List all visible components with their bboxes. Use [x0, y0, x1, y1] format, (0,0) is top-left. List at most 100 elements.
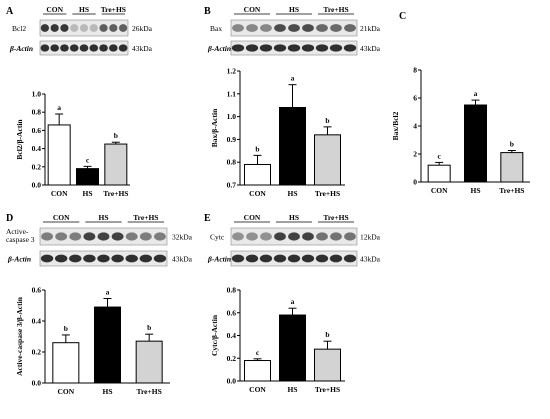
panel-letter: C — [399, 11, 406, 22]
blot-band — [154, 232, 166, 241]
blot-band — [99, 24, 108, 32]
y-tick-label: 0.4 — [227, 331, 237, 340]
blot-panel-b: CON HS Tre+HS Bax β-Actin 21kDa 43kDa — [207, 5, 381, 56]
blot-actin-label: β-Actin — [207, 44, 231, 53]
blot-group-label: Tre+HS — [323, 5, 348, 14]
x-tick-label: CON — [57, 387, 74, 396]
blot-actin-label: β-Actin — [207, 255, 231, 264]
y-tick-label: 0.9 — [227, 135, 237, 144]
x-tick-label: Tre+HS — [315, 189, 340, 198]
blot-band-actin — [231, 254, 245, 263]
significance-letter: a — [57, 103, 61, 112]
significance-letter: b — [510, 140, 514, 149]
bar-tre-hs — [135, 340, 163, 384]
blot-actin-kda-label: 43kDa — [172, 255, 193, 264]
blot-band-actin — [287, 44, 301, 52]
blot-band-actin — [287, 254, 301, 263]
significance-letter: b — [147, 323, 151, 332]
y-tick-label: 0.4 — [32, 144, 42, 153]
blot-group-label: Tre+HS — [133, 213, 158, 222]
y-tick-label: 2 — [413, 150, 417, 159]
significance-letter: c — [86, 155, 90, 164]
significance-letter: b — [64, 324, 68, 333]
blot-actin-kda-label: 43kDa — [132, 44, 153, 53]
blot-panel-e: CON HS Tre+HS Cytc β-Actin 12kDa 43kDa — [207, 213, 381, 267]
panel-letter: E — [204, 213, 211, 224]
x-tick-label: HS — [102, 387, 112, 396]
blot-band-actin — [40, 44, 50, 52]
blot-band-actin — [329, 254, 343, 263]
blot-group-label: CON — [244, 213, 261, 222]
y-tick-label: 0.8 — [227, 158, 237, 167]
blot-band-actin — [60, 44, 69, 52]
bar-con — [427, 164, 451, 183]
blot-band — [41, 232, 53, 241]
blot-actin-kda-label: 43kDa — [360, 255, 381, 264]
y-axis-label: Active-caspase 3/β-Actin — [15, 296, 24, 376]
significance-letter: a — [291, 297, 295, 306]
x-tick-label: CON — [249, 385, 266, 394]
blot-band — [125, 232, 138, 241]
bar-tre-hs — [314, 348, 341, 382]
blot-group-label: Tre+HS — [101, 5, 126, 14]
blot-band-actin — [99, 44, 108, 52]
blot-band-actin — [301, 254, 315, 263]
bar-hs — [279, 314, 306, 382]
x-tick-label: HS — [470, 186, 480, 195]
bar-con — [244, 163, 271, 186]
blot-band — [55, 232, 68, 241]
y-tick-label: 0.7 — [227, 181, 237, 190]
blot-kda-label: 32kDa — [172, 233, 193, 242]
blot-kda-label: 12kDa — [360, 233, 381, 242]
x-tick-label: HS — [287, 189, 297, 198]
y-axis-label: Bax/Bcl2 — [391, 111, 400, 140]
bar-chart-b: 0.7 0.8 0.9 1.0 1.1 1.2 Bax/β-Actin b CON a HS b Tre… — [210, 67, 345, 198]
blot-protein-label: Bcl2 — [12, 24, 26, 33]
blot-protein-label: caspase 3 — [6, 235, 35, 244]
y-tick-label: 0.4 — [32, 317, 42, 326]
bar-chart-e: 0.0 0.2 0.4 0.6 0.8 Cytc/β-Actin c CON a HS b Tre+H… — [210, 286, 345, 394]
y-tick-label: 0.6 — [32, 286, 42, 295]
blot-band — [139, 232, 152, 241]
y-tick-label: 0.2 — [227, 354, 237, 363]
bar-chart-d: 0.0 0.2 0.4 0.6 Active-caspase 3/β-Actin b CON… — [15, 286, 170, 396]
y-tick-label: 4 — [413, 122, 417, 131]
x-tick-label: CON — [249, 189, 266, 198]
bar-chart-a: 0.0 0.2 0.4 0.6 0.8 1.0 Bcl2/β-Actin a CON c HS b Tr… — [15, 90, 130, 198]
blot-protein-label: Cytc — [210, 233, 225, 242]
significance-letter: a — [474, 89, 478, 98]
blot-band — [50, 24, 59, 32]
bar-tre-hs — [314, 134, 341, 186]
blot-band — [330, 232, 342, 241]
significance-letter: c — [437, 151, 441, 160]
blot-band-actin — [139, 254, 153, 263]
blot-band — [119, 24, 128, 32]
blot-kda-label: 21kDa — [360, 24, 381, 33]
blot-band — [89, 24, 98, 32]
x-tick-label: Tre+HS — [315, 385, 340, 394]
significance-letter: b — [114, 131, 118, 140]
blot-band — [274, 232, 286, 241]
blot-band-actin — [315, 44, 329, 52]
blot-group-label: CON — [244, 5, 261, 14]
blot-group-label: CON — [46, 5, 63, 14]
blot-group-label: HS — [289, 5, 299, 14]
blot-band — [69, 232, 82, 241]
bar-hs — [279, 106, 306, 186]
blot-band-actin — [97, 254, 110, 263]
blot-band — [260, 24, 272, 32]
significance-letter: a — [291, 74, 295, 83]
blot-band — [344, 24, 356, 32]
x-tick-label: HS — [287, 385, 297, 394]
blot-band-actin — [343, 44, 357, 52]
y-axis-label: Bax/β-Actin — [210, 108, 219, 147]
blot-band — [302, 24, 314, 32]
y-tick-label: 1.1 — [227, 89, 237, 98]
blot-band — [260, 232, 272, 241]
blot-band-actin — [118, 44, 128, 52]
bar-con — [52, 342, 80, 384]
blot-band — [302, 232, 314, 241]
y-tick-label: 0.8 — [32, 108, 42, 117]
significance-letter: b — [325, 116, 329, 125]
